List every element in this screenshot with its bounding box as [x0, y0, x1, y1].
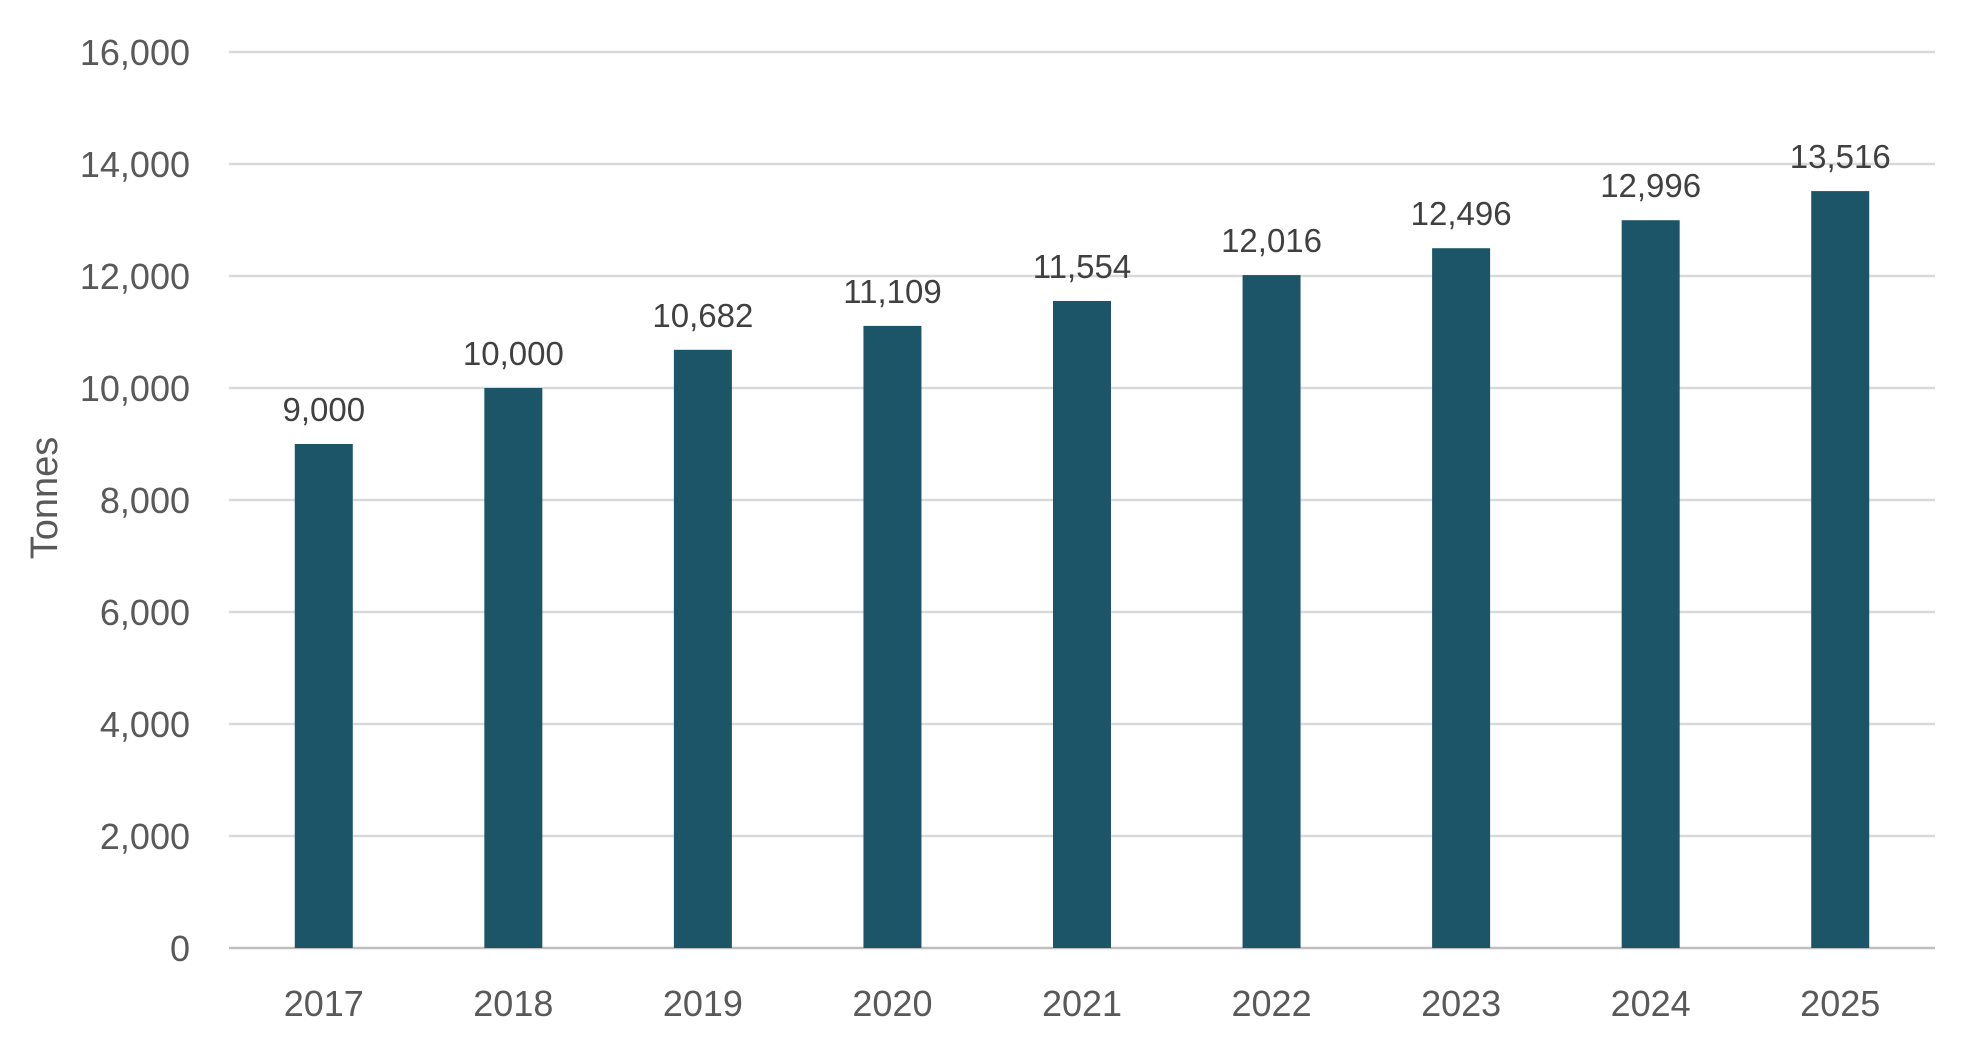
y-tick-label: 10,000 [80, 368, 190, 409]
y-tick-label: 2,000 [100, 816, 190, 857]
bar-2019 [673, 349, 732, 949]
y-tick-label: 14,000 [80, 144, 190, 185]
y-tick-label: 16,000 [80, 32, 190, 73]
y-tick-label: 12,000 [80, 256, 190, 297]
data-label-2025: 13,516 [1790, 138, 1891, 175]
y-axis-title: Tonnes [24, 437, 66, 560]
y-tick-label: 8,000 [100, 480, 190, 521]
bar-2025 [1811, 191, 1870, 948]
bar-2024 [1621, 220, 1680, 948]
data-label-2021: 11,554 [1033, 248, 1131, 285]
bar-2017 [294, 444, 353, 948]
data-label-2024: 12,996 [1600, 167, 1701, 204]
data-label-2019: 10,682 [652, 297, 753, 334]
data-label-2017: 9,000 [282, 391, 365, 428]
bars [294, 191, 1870, 949]
data-label-2022: 12,016 [1221, 222, 1322, 259]
y-tick-label: 6,000 [100, 592, 190, 633]
data-label-2018: 10,000 [463, 335, 564, 372]
x-tick-label: 2024 [1611, 983, 1691, 1024]
y-axis-ticks: 0 2,000 4,000 6,000 8,000 10,000 12,000 14,000 1… [80, 32, 190, 969]
bar-2018 [484, 388, 543, 948]
x-tick-label: 2020 [852, 983, 932, 1024]
x-axis-ticks: 2017 2018 2019 2020 2021 2022 2023 2024 2025 [284, 983, 1881, 1024]
bar-2023 [1432, 248, 1491, 948]
bar-2021 [1053, 300, 1111, 948]
x-tick-label: 2022 [1232, 983, 1312, 1024]
x-tick-label: 2025 [1800, 983, 1880, 1024]
y-tick-label: 0 [170, 928, 190, 969]
x-tick-label: 2021 [1042, 983, 1122, 1024]
bar-2022 [1242, 275, 1301, 948]
bar-2020 [863, 325, 922, 948]
data-labels: 9,000 10,000 10,682 11,109 11,554 12,016 12,49… [282, 138, 1890, 428]
data-label-2020: 11,109 [843, 273, 941, 310]
x-tick-label: 2023 [1421, 983, 1501, 1024]
data-label-2023: 12,496 [1411, 195, 1512, 232]
x-tick-label: 2018 [473, 983, 553, 1024]
x-tick-label: 2017 [284, 983, 364, 1024]
x-tick-label: 2019 [663, 983, 743, 1024]
y-tick-label: 4,000 [100, 704, 190, 745]
